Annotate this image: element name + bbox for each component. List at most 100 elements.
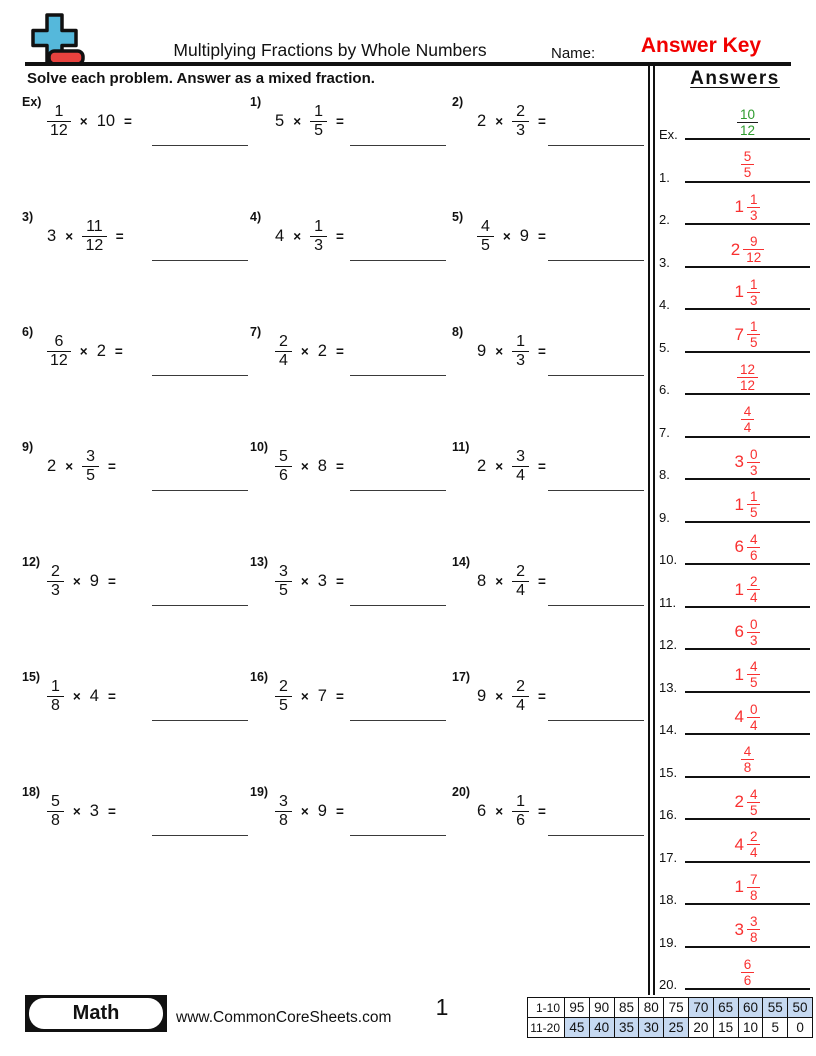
answer-line	[685, 860, 810, 863]
commoncoresheets-logo	[24, 12, 86, 66]
numerator: 2	[275, 333, 292, 352]
problem-label: 6)	[22, 325, 34, 339]
answer-row: 6. 12 12	[659, 357, 812, 397]
answer-row: 11. 1 2 4	[659, 570, 812, 610]
multiply-sign: ×	[300, 573, 309, 589]
denominator: 6	[749, 547, 758, 563]
problem: 10) 5 6 × 8 =	[250, 440, 446, 502]
answer-blank	[152, 720, 248, 721]
problem-label: 8)	[452, 325, 464, 339]
fraction: 9 12	[743, 234, 765, 265]
denominator: 4	[749, 590, 758, 606]
answer-blank	[152, 260, 248, 261]
scoring-grid: 1-10 95 90 85 80 75 70 65 60 55 50 11-20 45 40 35 30 25 2…	[527, 997, 813, 1038]
fraction: 1 12	[47, 103, 71, 140]
numerator: 2	[746, 829, 761, 846]
denominator: 12	[50, 121, 68, 139]
denominator: 8	[749, 930, 758, 946]
equals-sign: =	[114, 343, 123, 359]
problem-expression: 2 4 × 2 =	[275, 333, 344, 370]
answer-line	[685, 350, 810, 353]
multiply-sign: ×	[300, 458, 309, 474]
problem: 19) 3 8 × 9 =	[250, 785, 446, 847]
equals-sign: =	[335, 228, 344, 244]
problem-label: 15)	[22, 670, 41, 684]
problem-label: 20)	[452, 785, 471, 799]
answer-line	[685, 223, 810, 225]
answer-whole-number: 3	[734, 452, 744, 472]
denominator: 5	[86, 466, 95, 484]
answer-blank	[548, 490, 644, 491]
answer-line	[685, 520, 810, 523]
denominator: 3	[749, 292, 758, 308]
answer-whole-number: 1	[734, 197, 744, 217]
problem-label: 17)	[452, 670, 471, 684]
denominator: 8	[743, 760, 752, 776]
answer-mixed-fraction: 10 12	[736, 107, 759, 138]
answer-line	[685, 308, 810, 310]
multiply-sign: ×	[72, 573, 81, 589]
numerator: 4	[746, 787, 761, 803]
denominator: 8	[51, 811, 60, 829]
numerator: 1	[47, 103, 71, 122]
answer-whole-number: 4	[734, 707, 744, 727]
problem: 3) 3 × 11 12 =	[22, 210, 248, 272]
answer-line	[685, 478, 810, 480]
answer-blank	[350, 720, 446, 721]
answer-blank	[548, 835, 644, 836]
score-cell: 30	[638, 1017, 665, 1038]
answer-value: 10 12	[685, 106, 810, 138]
score-cell: 5	[762, 1017, 789, 1038]
answer-line	[685, 435, 810, 438]
answer-label: Ex.	[659, 127, 678, 142]
multiply-sign: ×	[72, 688, 81, 704]
whole-number: 2	[47, 456, 57, 475]
score-cell: 75	[663, 997, 689, 1018]
numerator: 10	[736, 107, 759, 123]
denominator: 4	[743, 420, 752, 436]
answer-line	[685, 648, 810, 650]
numerator: 1	[746, 489, 761, 506]
whole-number: 9	[477, 686, 487, 705]
whole-number: 10	[96, 111, 116, 130]
score-cell: 45	[564, 1017, 590, 1038]
problem-label: Ex)	[22, 95, 42, 109]
numerator: 1	[47, 678, 64, 697]
equals-sign: =	[107, 458, 116, 474]
equals-sign: =	[537, 803, 546, 819]
numerator: 3	[746, 914, 761, 931]
answer-whole-number: 6	[734, 622, 744, 642]
numerator: 1	[512, 333, 529, 352]
answer-blank	[548, 720, 644, 721]
score-range-label: 1-10	[527, 997, 565, 1018]
subject-badge: Math	[25, 995, 167, 1032]
numerator: 6	[47, 333, 71, 352]
answer-mixed-fraction: 2 9 12	[731, 234, 765, 265]
answer-row: 3. 2 9 12	[659, 230, 812, 270]
answer-blank	[548, 260, 644, 261]
problem-expression: 2 5 × 7 =	[275, 678, 344, 715]
